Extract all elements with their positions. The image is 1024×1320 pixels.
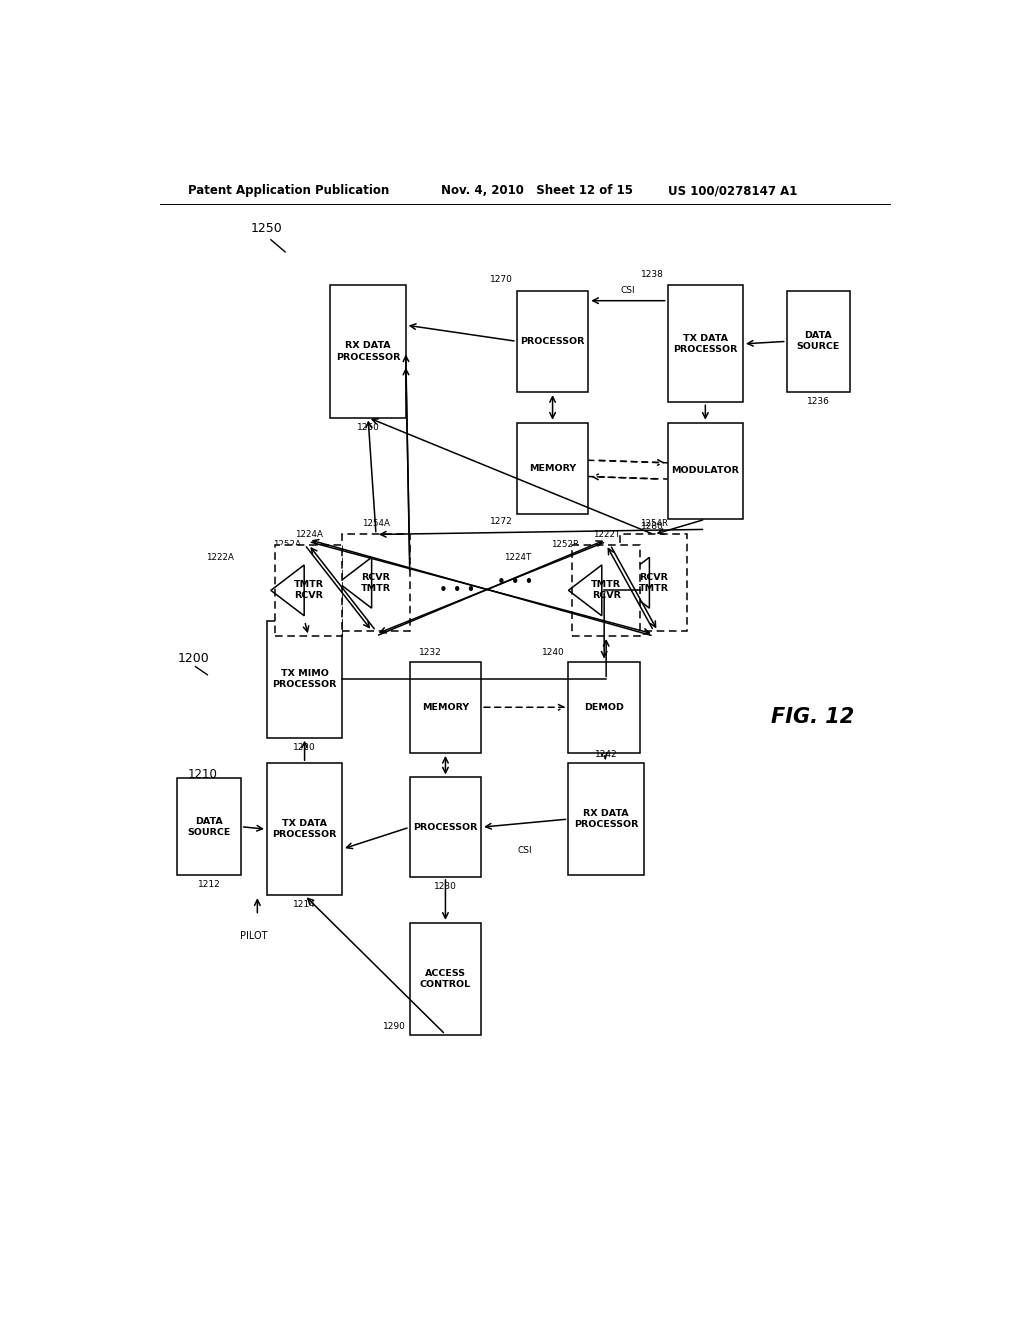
Text: 1270: 1270 xyxy=(490,276,513,284)
Text: TX DATA
PROCESSOR: TX DATA PROCESSOR xyxy=(272,820,337,840)
Text: 1232: 1232 xyxy=(419,648,441,657)
Text: 1210: 1210 xyxy=(187,768,217,781)
Text: RCVR
TMTR: RCVR TMTR xyxy=(361,573,391,593)
Text: CSI: CSI xyxy=(517,846,532,854)
Text: US 100/0278147 A1: US 100/0278147 A1 xyxy=(668,185,797,198)
Bar xyxy=(517,290,588,392)
Text: 1224A: 1224A xyxy=(295,529,323,539)
Text: ACCESS
CONTROL: ACCESS CONTROL xyxy=(420,969,471,989)
Text: TX MIMO
PROCESSOR: TX MIMO PROCESSOR xyxy=(272,669,337,689)
Text: PILOT: PILOT xyxy=(240,931,267,941)
Text: DATA
SOURCE: DATA SOURCE xyxy=(797,331,840,351)
Text: 1238: 1238 xyxy=(641,271,664,280)
Text: RX DATA
PROCESSOR: RX DATA PROCESSOR xyxy=(336,342,400,362)
Text: DEMOD: DEMOD xyxy=(585,702,624,711)
Bar xyxy=(668,285,743,403)
Bar xyxy=(410,923,481,1035)
Text: MEMORY: MEMORY xyxy=(529,463,577,473)
Bar xyxy=(267,620,342,738)
Bar xyxy=(517,422,588,515)
Text: RX DATA
PROCESSOR: RX DATA PROCESSOR xyxy=(574,809,638,829)
Bar xyxy=(267,763,342,895)
Text: DATA
SOURCE: DATA SOURCE xyxy=(187,817,230,837)
Text: PROCESSOR: PROCESSOR xyxy=(520,337,585,346)
Text: TX DATA
PROCESSOR: TX DATA PROCESSOR xyxy=(673,334,737,354)
Bar xyxy=(786,290,850,392)
Text: 1252A: 1252A xyxy=(273,540,301,549)
Text: 1222A: 1222A xyxy=(206,553,233,562)
Text: MODULATOR: MODULATOR xyxy=(672,466,739,475)
Text: Nov. 4, 2010   Sheet 12 of 15: Nov. 4, 2010 Sheet 12 of 15 xyxy=(441,185,634,198)
Text: 1224T: 1224T xyxy=(504,553,531,562)
Text: PROCESSOR: PROCESSOR xyxy=(414,822,477,832)
Text: 1250: 1250 xyxy=(251,222,283,235)
Text: 1242: 1242 xyxy=(595,750,617,759)
Text: 1252R: 1252R xyxy=(551,540,579,549)
Text: 1240: 1240 xyxy=(542,648,564,657)
Text: • • •: • • • xyxy=(439,583,475,598)
Text: 1272: 1272 xyxy=(490,517,513,527)
Text: 1254A: 1254A xyxy=(362,519,390,528)
Text: FIG. 12: FIG. 12 xyxy=(771,708,854,727)
Text: 1280: 1280 xyxy=(641,523,664,532)
Text: RCVR
TMTR: RCVR TMTR xyxy=(639,573,669,593)
Text: 1236: 1236 xyxy=(807,397,829,407)
Text: CSI: CSI xyxy=(621,285,635,294)
Text: MEMORY: MEMORY xyxy=(422,702,469,711)
Text: 1254R: 1254R xyxy=(640,519,668,528)
Bar xyxy=(177,779,241,875)
Bar xyxy=(572,545,640,636)
Text: 1200: 1200 xyxy=(177,652,209,664)
Text: • • •: • • • xyxy=(497,576,534,590)
Text: TMTR
RCVR: TMTR RCVR xyxy=(591,581,622,601)
Text: TMTR
RCVR: TMTR RCVR xyxy=(294,581,324,601)
Text: Patent Application Publication: Patent Application Publication xyxy=(187,185,389,198)
Bar xyxy=(568,661,640,752)
Text: 1260: 1260 xyxy=(356,422,380,432)
Text: 1220: 1220 xyxy=(293,743,316,752)
Text: 1214: 1214 xyxy=(293,900,316,909)
Bar xyxy=(410,661,481,752)
Text: 1222T: 1222T xyxy=(593,529,620,539)
Bar xyxy=(620,535,687,631)
Bar xyxy=(274,545,342,636)
Bar xyxy=(410,777,481,876)
Bar xyxy=(342,535,410,631)
Bar xyxy=(668,422,743,519)
Text: 1290: 1290 xyxy=(383,1023,406,1031)
Bar xyxy=(568,763,644,875)
Text: 1212: 1212 xyxy=(198,880,220,890)
Bar xyxy=(331,285,406,417)
Text: 1230: 1230 xyxy=(434,882,457,891)
